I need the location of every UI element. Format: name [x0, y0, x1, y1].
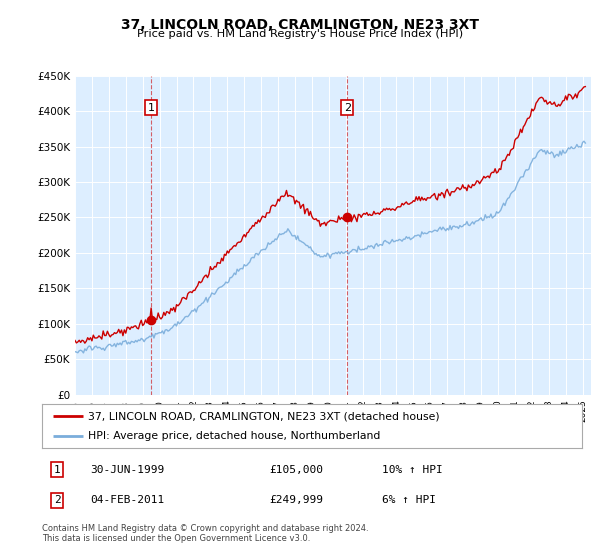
- Text: 10% ↑ HPI: 10% ↑ HPI: [382, 465, 443, 475]
- Text: 6% ↑ HPI: 6% ↑ HPI: [382, 495, 436, 505]
- Text: 37, LINCOLN ROAD, CRAMLINGTON, NE23 3XT (detached house): 37, LINCOLN ROAD, CRAMLINGTON, NE23 3XT …: [88, 411, 440, 421]
- Text: 1: 1: [148, 102, 155, 113]
- Text: 2: 2: [54, 495, 61, 505]
- Text: HPI: Average price, detached house, Northumberland: HPI: Average price, detached house, Nort…: [88, 431, 380, 441]
- Text: 04-FEB-2011: 04-FEB-2011: [91, 495, 165, 505]
- Text: Price paid vs. HM Land Registry's House Price Index (HPI): Price paid vs. HM Land Registry's House …: [137, 29, 463, 39]
- Text: 30-JUN-1999: 30-JUN-1999: [91, 465, 165, 475]
- Text: Contains HM Land Registry data © Crown copyright and database right 2024.
This d: Contains HM Land Registry data © Crown c…: [42, 524, 368, 543]
- Text: 2: 2: [344, 102, 351, 113]
- Text: 37, LINCOLN ROAD, CRAMLINGTON, NE23 3XT: 37, LINCOLN ROAD, CRAMLINGTON, NE23 3XT: [121, 18, 479, 32]
- Text: £105,000: £105,000: [269, 465, 323, 475]
- Text: £249,999: £249,999: [269, 495, 323, 505]
- Text: 1: 1: [54, 465, 61, 475]
